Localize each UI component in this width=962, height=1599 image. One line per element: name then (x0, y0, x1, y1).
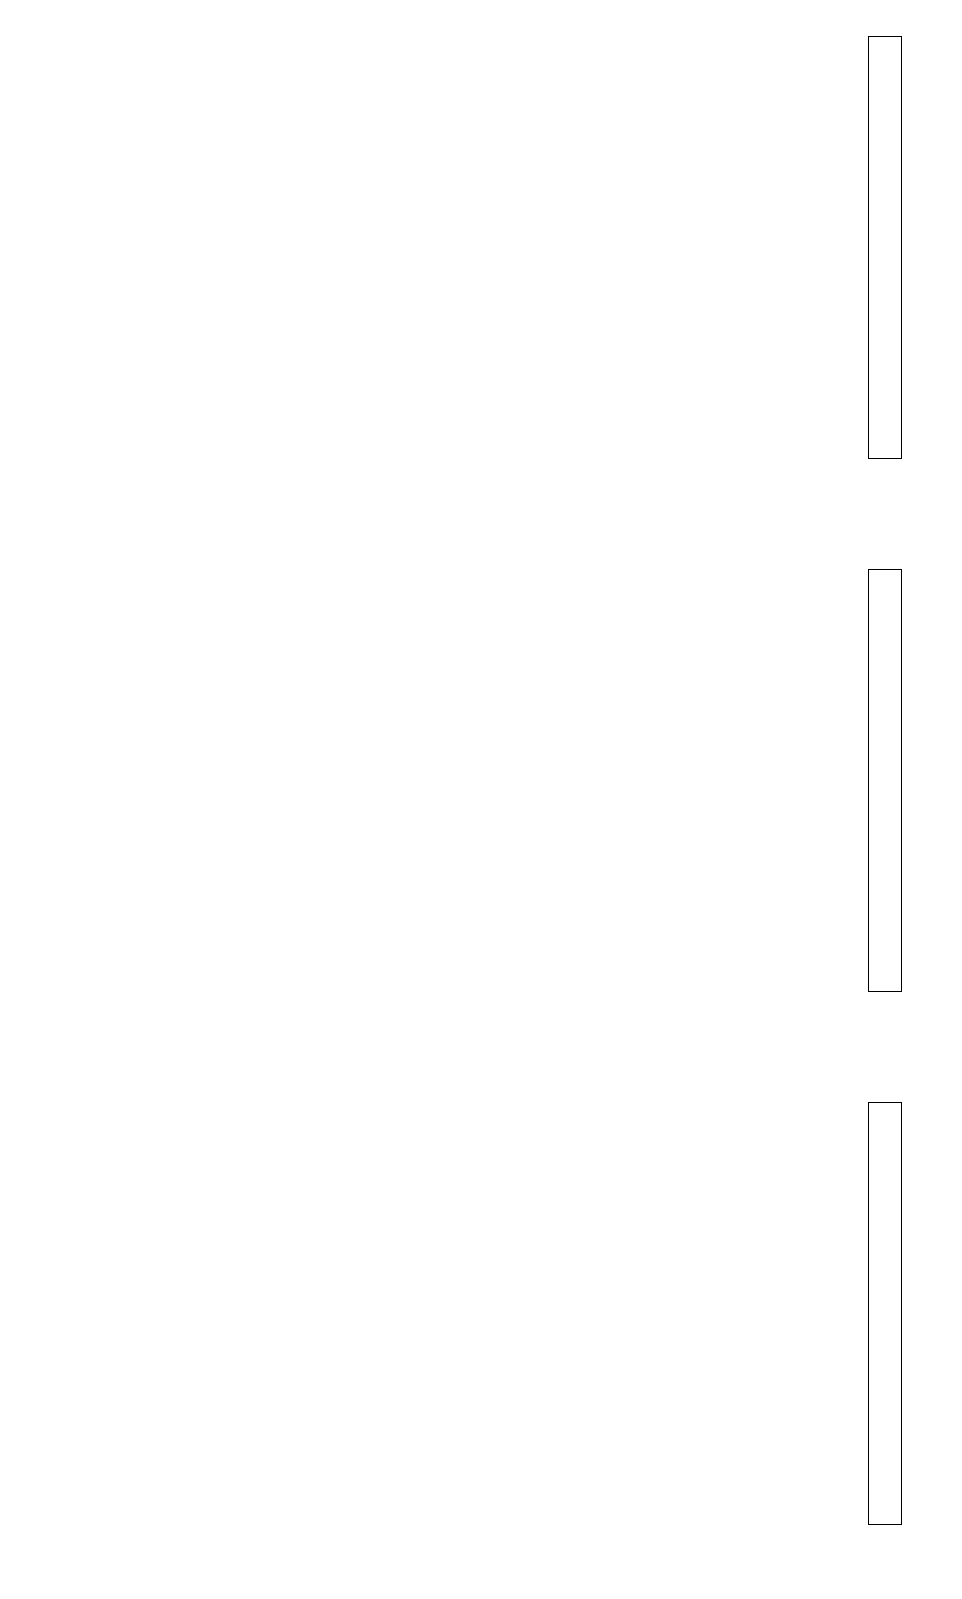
colorbar (868, 36, 902, 459)
overlay-curves (81, 1090, 862, 1535)
colorbar (868, 1102, 902, 1525)
spectrogram-canvas (93, 569, 850, 990)
panel-gno-z (0, 1066, 962, 1599)
overlay-curves (81, 557, 862, 1002)
colorbar (868, 569, 902, 992)
spectrogram-canvas (93, 1102, 850, 1523)
overlay-curves (81, 24, 862, 469)
spectrogram-canvas (93, 36, 850, 457)
panel-gno-e (0, 0, 962, 533)
panel-gno-n (0, 533, 962, 1066)
